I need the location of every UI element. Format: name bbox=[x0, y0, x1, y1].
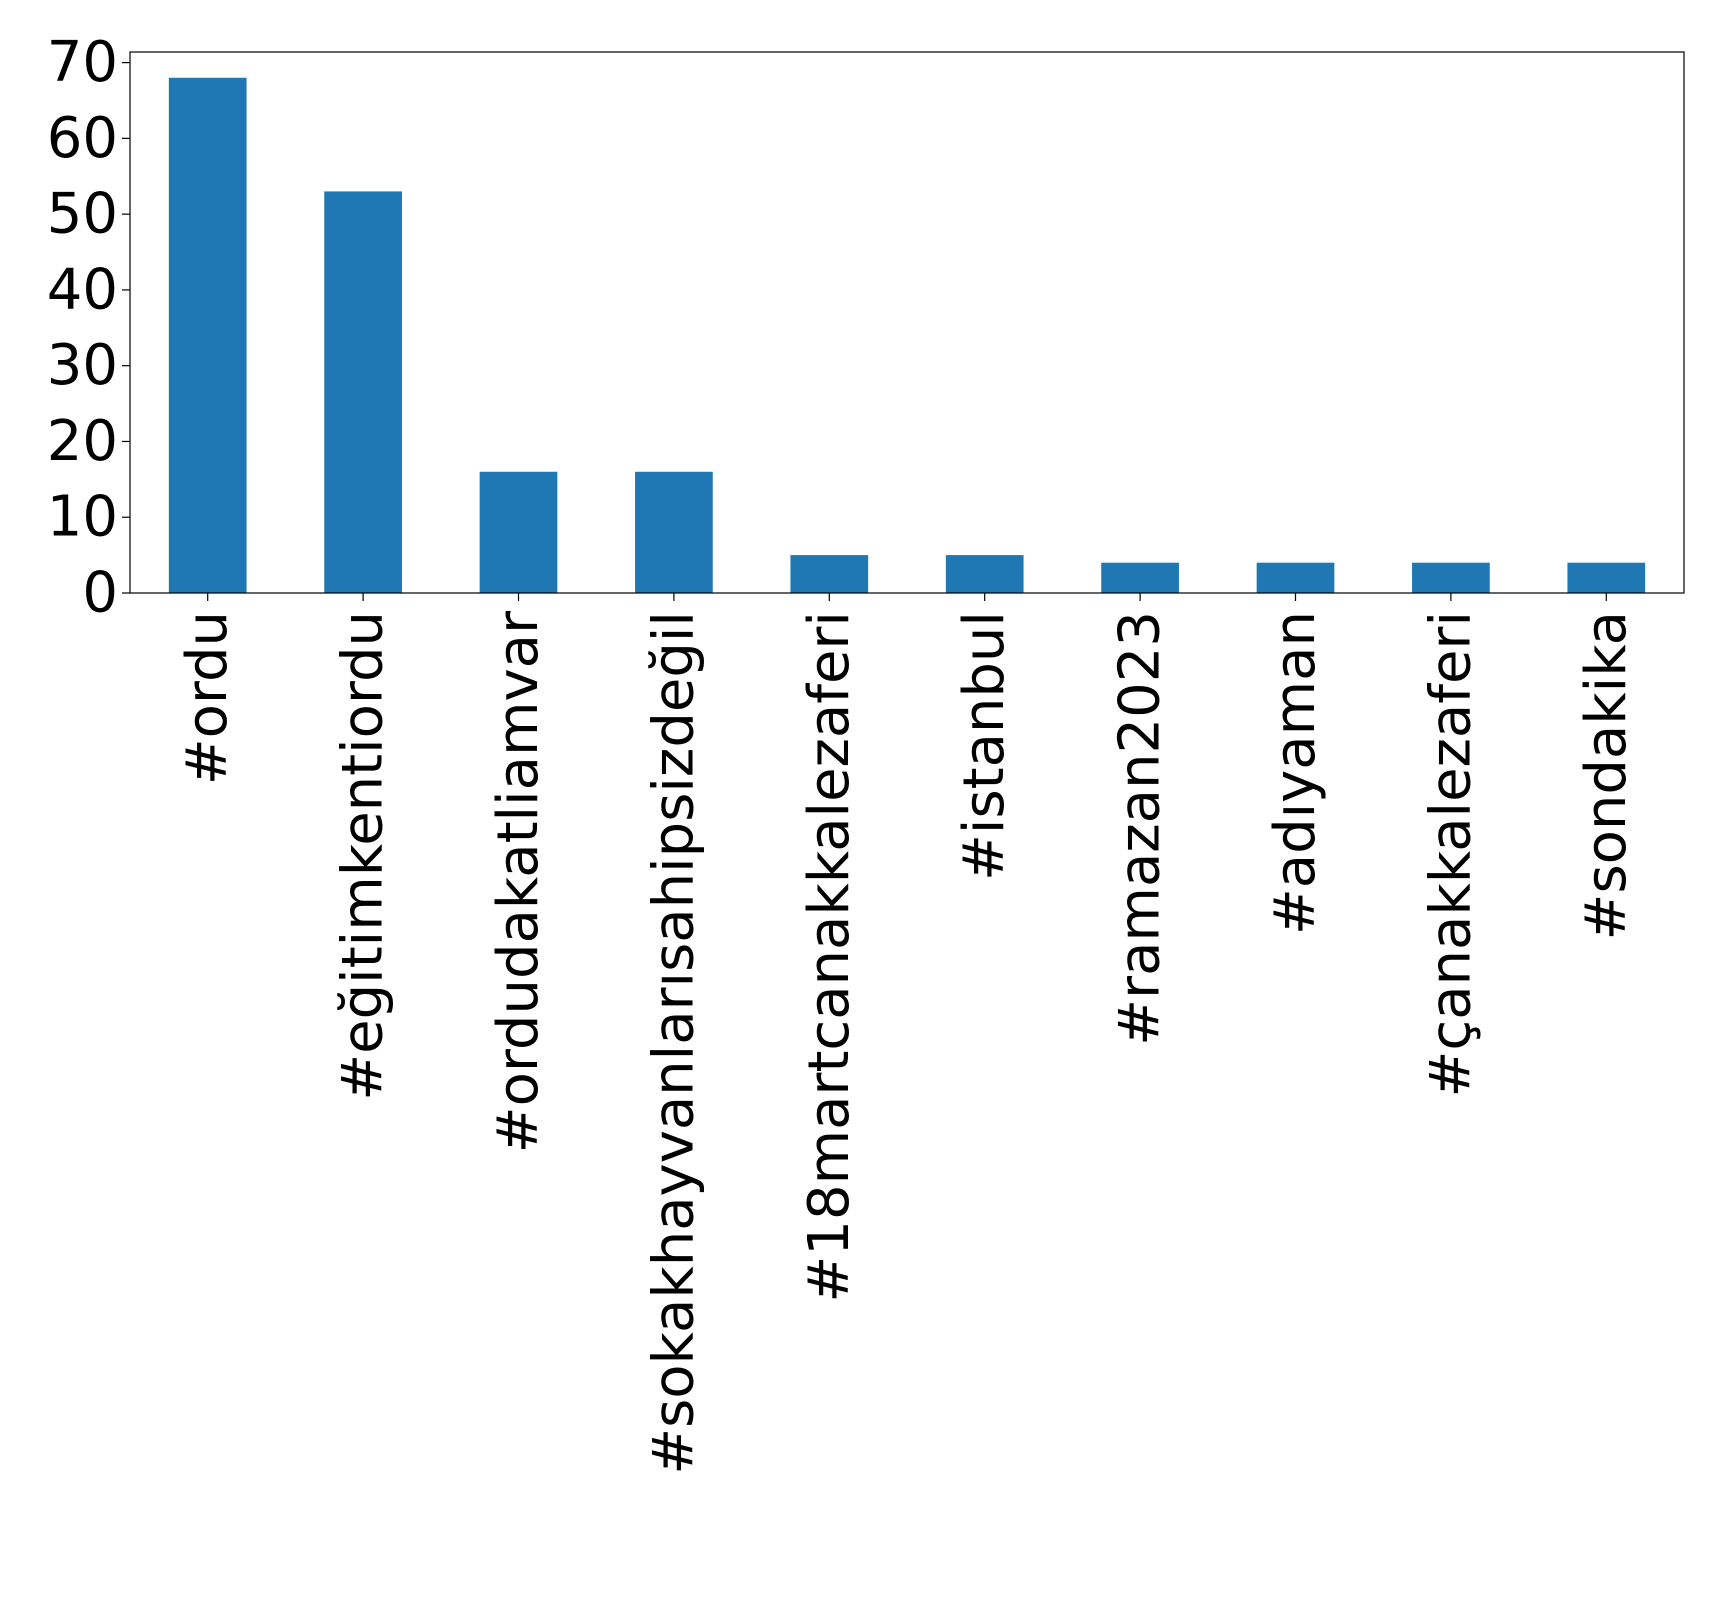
y-tick-label-2: 20 bbox=[47, 409, 118, 474]
x-tick-label-0: #ordu bbox=[175, 611, 240, 785]
plot-frame bbox=[129, 51, 1685, 594]
y-tick-label-6: 60 bbox=[47, 106, 118, 171]
x-tick-label-7: #adıyaman bbox=[1263, 611, 1328, 935]
bar-7 bbox=[1256, 562, 1335, 593]
x-tick-label-3: #sokakhayvanlarısahipsizdeğil bbox=[641, 611, 706, 1475]
x-tick-label-4: #18martcanakkalezaferi bbox=[797, 611, 862, 1303]
bar-0 bbox=[168, 77, 247, 593]
bar-8 bbox=[1412, 562, 1490, 593]
y-tick-label-7: 70 bbox=[47, 30, 118, 95]
bar-6 bbox=[1101, 562, 1179, 593]
bar-9 bbox=[1567, 562, 1646, 593]
x-tick-label-8: #çanakkalezaferi bbox=[1418, 611, 1483, 1098]
y-tick-label-4: 40 bbox=[47, 257, 118, 322]
bar-2 bbox=[479, 471, 558, 593]
x-tick-label-6: #ramazan2023 bbox=[1108, 611, 1173, 1046]
x-axis-ticks: #ordu #eğitimkentiordu #ordudakatliamvar #s… bbox=[175, 593, 1639, 1475]
bar-1 bbox=[324, 191, 402, 594]
y-tick-label-5: 50 bbox=[47, 182, 118, 247]
y-tick-label-3: 30 bbox=[47, 333, 118, 398]
y-tick-label-1: 10 bbox=[47, 485, 118, 550]
x-tick-label-5: #istanbul bbox=[952, 611, 1017, 881]
bar-3 bbox=[635, 471, 713, 593]
bar-4 bbox=[790, 555, 869, 593]
x-tick-label-1: #eğitimkentiordu bbox=[331, 611, 396, 1101]
y-axis-ticks: 0 10 20 30 40 50 60 70 bbox=[47, 30, 130, 626]
bar-5 bbox=[945, 555, 1024, 593]
bars-group bbox=[168, 77, 1646, 594]
x-tick-label-2: #ordudakatliamvar bbox=[486, 610, 551, 1153]
y-tick-label-0: 0 bbox=[82, 561, 118, 626]
x-tick-label-9: #sondakika bbox=[1574, 611, 1639, 940]
